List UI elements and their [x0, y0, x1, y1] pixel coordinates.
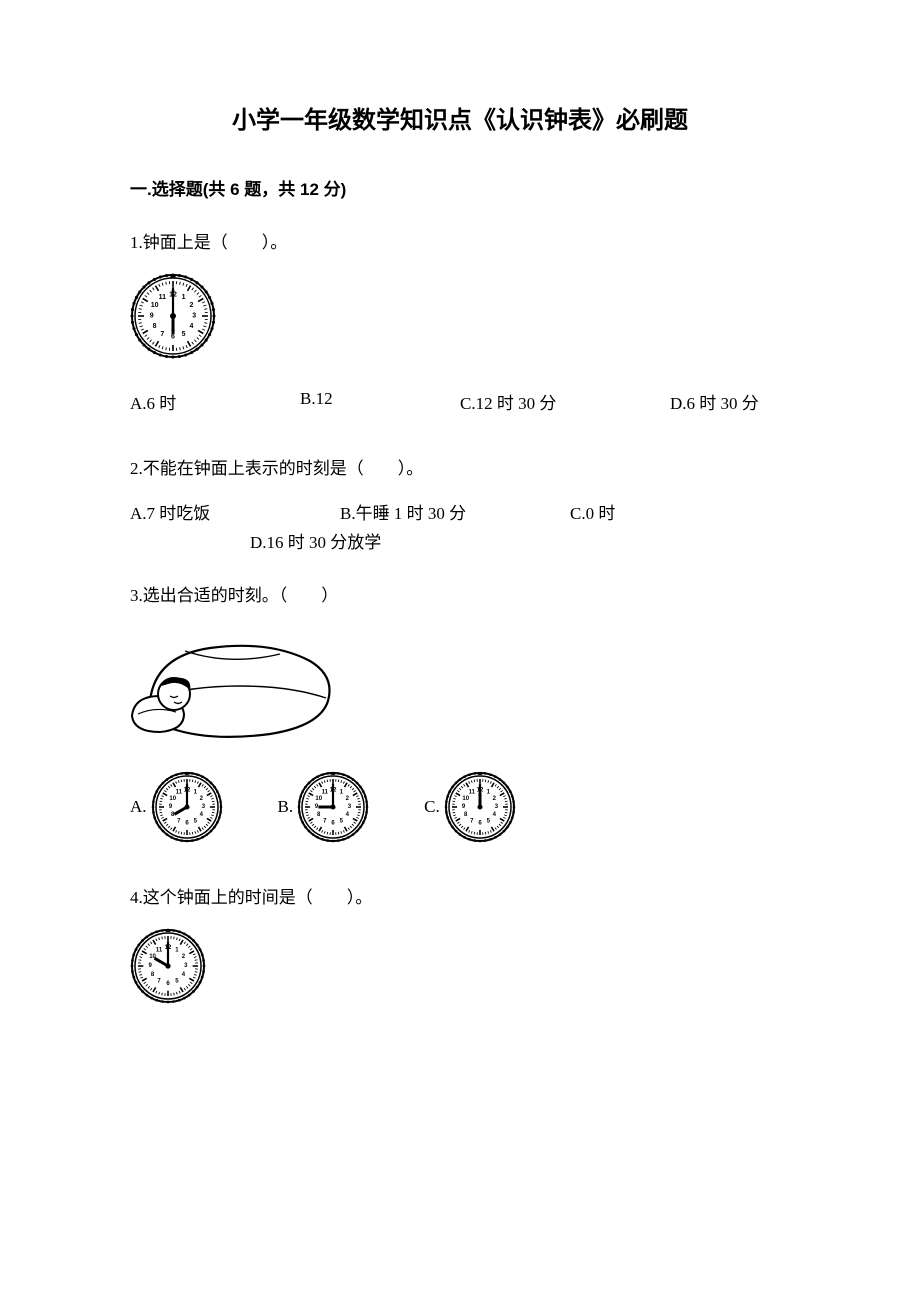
svg-text:9: 9 [150, 313, 154, 320]
page: 小学一年级数学知识点《认识钟表》必刷题 一.选择题(共 6 题，共 12 分) … [0, 0, 920, 1302]
option-b: B.12 [300, 389, 460, 414]
option-c-label: C. [424, 797, 440, 817]
page-title: 小学一年级数学知识点《认识钟表》必刷题 [130, 100, 790, 135]
sleeping-child-icon [130, 626, 340, 746]
clock-icon: 123456789101112 [130, 928, 206, 1004]
clock-icon: 123456789101112 [130, 273, 216, 359]
question-2-text: 2.不能在钟面上表示的时刻是（ ）。 [130, 454, 790, 479]
option-a: A. 123456789101112 [130, 771, 223, 843]
svg-text:11: 11 [322, 790, 329, 796]
svg-text:11: 11 [159, 294, 167, 301]
svg-text:11: 11 [468, 790, 475, 796]
question-1-text: 1.钟面上是（ ）。 [130, 228, 790, 253]
option-b: B. 123456789101112 [278, 771, 370, 843]
svg-text:2: 2 [189, 302, 193, 309]
svg-text:4: 4 [189, 323, 193, 330]
question-2-options: A.7 时吃饭 B.午睡 1 时 30 分 C.0 时 D.16 时 30 分放… [130, 499, 790, 553]
svg-text:6: 6 [171, 334, 175, 341]
option-c: C.12 时 30 分 [460, 389, 670, 414]
svg-text:10: 10 [151, 302, 159, 309]
svg-text:8: 8 [153, 323, 157, 330]
question-1-options: A.6 时 B.12 C.12 时 30 分 D.6 时 30 分 [130, 389, 790, 414]
svg-text:10: 10 [316, 796, 323, 802]
question-3-options: A. 123456789101112 B. 123456789101112 C.… [130, 771, 790, 843]
option-a-label: A. [130, 797, 147, 817]
option-b: B.午睡 1 时 30 分 [340, 499, 570, 524]
option-a: A.6 时 [130, 389, 300, 414]
section-header: 一.选择题(共 6 题，共 12 分) [130, 175, 790, 200]
svg-text:10: 10 [462, 796, 469, 802]
svg-text:10: 10 [169, 796, 176, 802]
sleeping-illustration [130, 626, 790, 746]
option-a: A.7 时吃饭 [130, 499, 340, 524]
svg-text:1: 1 [182, 294, 186, 301]
option-d: D.16 时 30 分放学 [250, 533, 381, 552]
svg-text:11: 11 [156, 948, 163, 954]
option-b-label: B. [278, 797, 294, 817]
svg-text:11: 11 [175, 790, 182, 796]
svg-text:7: 7 [160, 331, 164, 338]
option-c: C. 123456789101112 [424, 771, 516, 843]
clock-icon: 123456789101112 [444, 771, 516, 843]
svg-text:3: 3 [192, 313, 196, 320]
clock-icon: 123456789101112 [297, 771, 369, 843]
question-1-clock: 123456789101112 [130, 273, 790, 359]
question-4-clock: 123456789101112 [130, 928, 790, 1004]
option-d: D.6 时 30 分 [670, 389, 790, 414]
option-c: C.0 时 [570, 499, 790, 524]
question-4-text: 4.这个钟面上的时间是（ ）。 [130, 883, 790, 908]
svg-text:5: 5 [182, 331, 186, 338]
question-3-text: 3.选出合适的时刻。（ ） [130, 581, 790, 606]
clock-icon: 123456789101112 [151, 771, 223, 843]
